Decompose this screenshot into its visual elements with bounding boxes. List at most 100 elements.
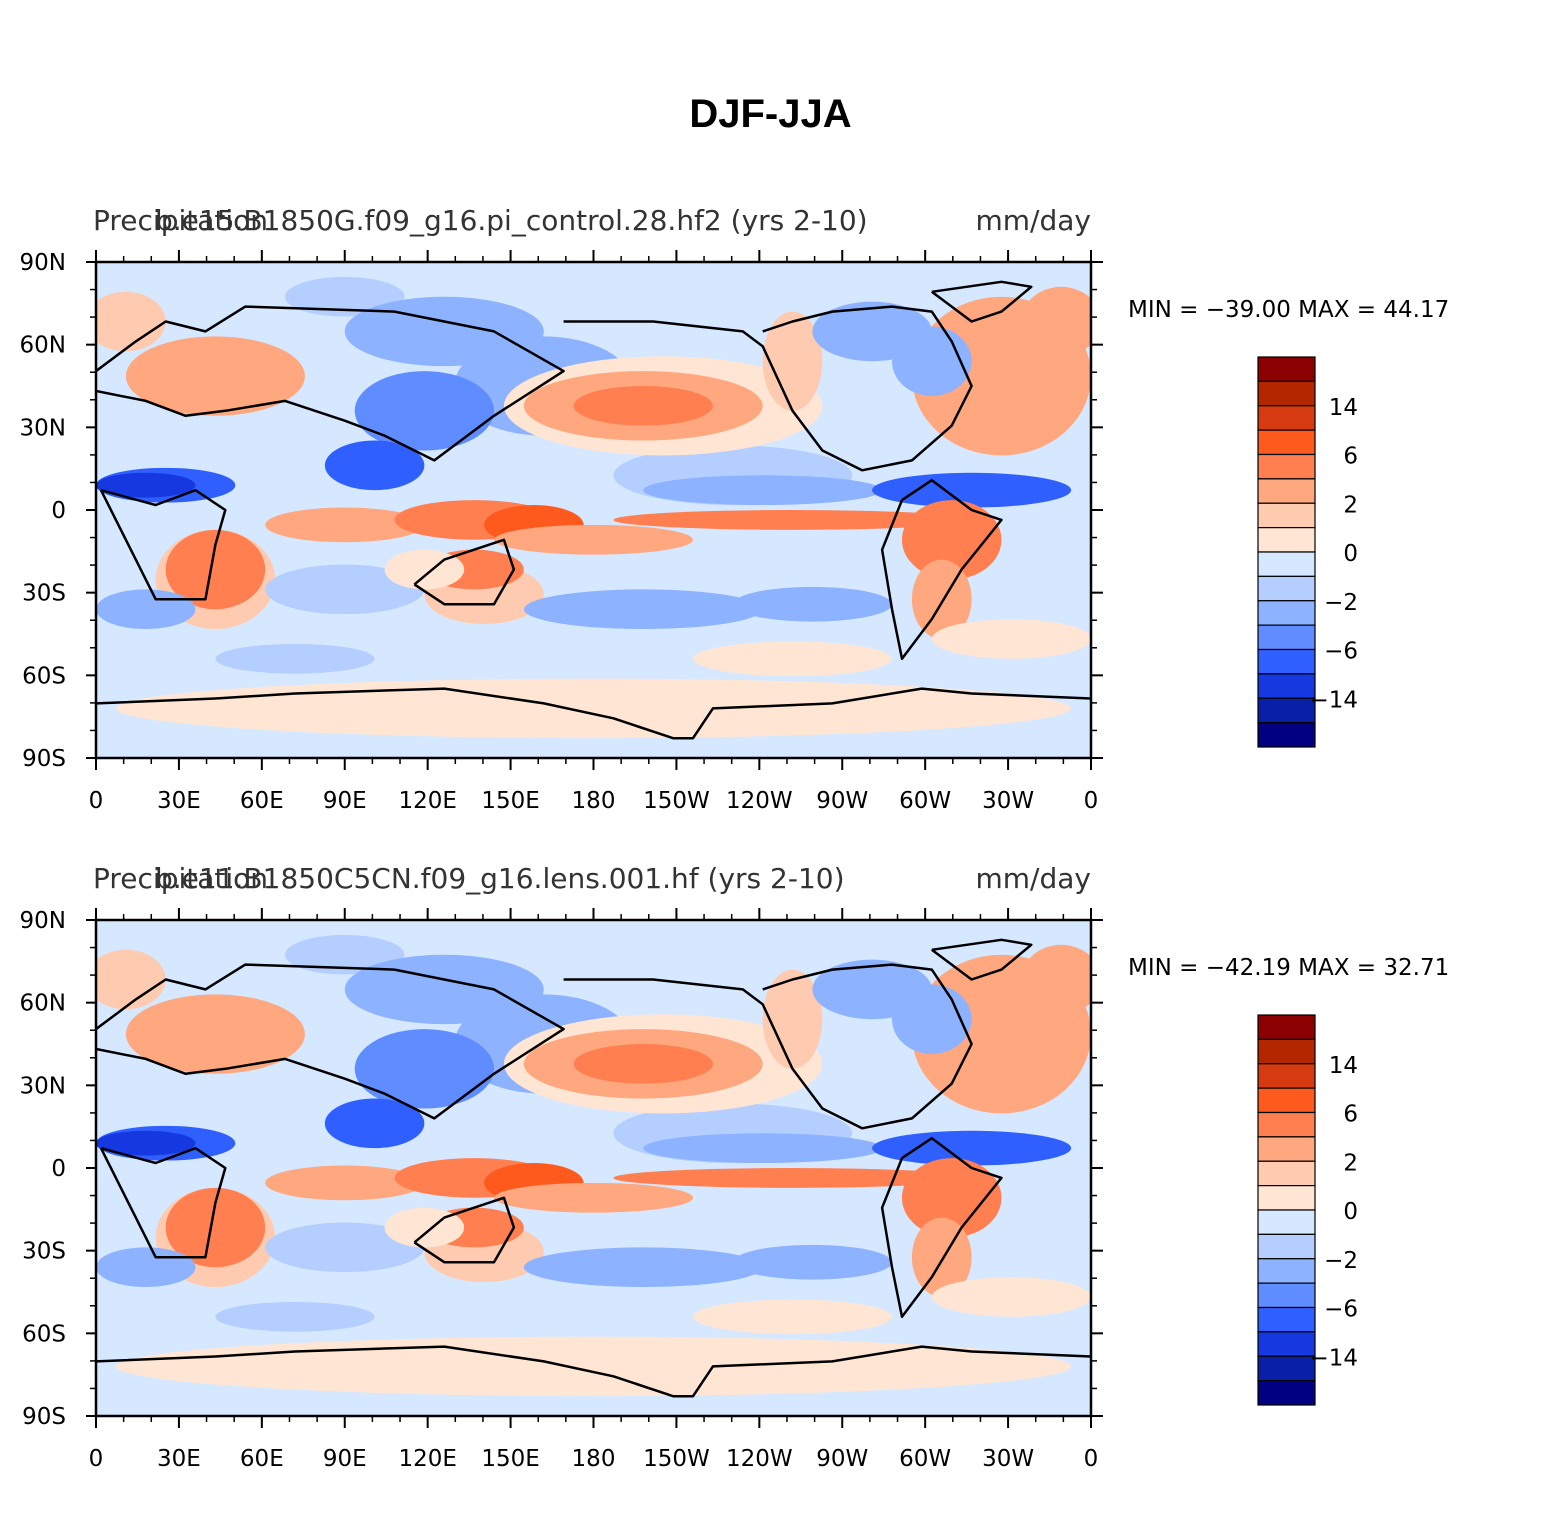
coastline [99,1146,227,1259]
lon-tick-label: 90W [816,788,868,810]
precip-contour [96,949,166,1010]
lon-tick-label: 30W [982,1446,1034,1468]
precip-contour [872,1130,1072,1166]
precip-contour [931,1277,1091,1317]
precip-contour [872,472,1072,508]
colorbar-swatch [1257,600,1316,626]
colorbar-label: −14 [1309,687,1358,713]
lon-tick-label: 60W [899,1446,951,1468]
precip-contour [285,934,405,975]
min-max-stats: MIN = −39.00 MAX = 44.17 [1128,297,1449,323]
case-title: b.e11.B1850C5CN.f09_g16.lens.001.hf (yrs… [155,862,845,895]
units-label: mm/day [976,862,1092,895]
colorbar-swatch [1257,405,1316,431]
lon-tick-label: 0 [89,1446,104,1468]
colorbar-swatch [1257,1331,1316,1357]
precip-contour [494,524,693,555]
precip-contour [215,643,375,674]
lat-tick-label: 90S [22,1404,66,1430]
precip-contour [613,1168,972,1188]
precip-contour [901,500,1002,580]
colorbar-swatch [1257,1014,1316,1040]
precip-contour [165,529,266,610]
lat-tick-label: 30N [20,1073,66,1099]
lat-tick-label: 30S [22,1239,66,1265]
precip-contour [573,386,713,426]
colorbar-swatch [1257,648,1316,675]
lat-tick-label: 90N [20,250,66,276]
colorbar-swatch [1257,624,1316,651]
precip-contour [324,440,425,491]
colorbar-swatch [1257,1258,1316,1284]
lon-tick-label: 30E [157,1446,201,1468]
lon-tick-label: 90E [323,1446,367,1468]
colorbar-swatch [1257,429,1316,456]
variable-label: Precipitation [93,204,268,237]
colorbar-swatch [1257,1209,1316,1235]
precip-contour [125,994,305,1074]
lon-tick-label: 180 [572,788,616,810]
colorbar-label: 2 [1343,492,1358,518]
precip-contour [494,1182,693,1213]
figure-title: DJF-JJA [689,92,852,136]
lat-tick-label: 60S [22,1321,66,1347]
colorbar-swatch [1257,380,1316,407]
lon-tick-label: 90E [323,788,367,810]
colorbar-swatch [1257,1233,1316,1260]
coastline [413,1196,516,1264]
precip-contour [96,472,196,498]
lat-tick-label: 60S [22,663,66,689]
precip-contour [732,586,893,622]
precip-contour [762,311,823,411]
lat-tick-label: 0 [51,498,66,524]
coastline [563,963,973,1130]
coastline [931,938,1033,981]
coastline [96,687,1091,740]
colorbar-swatch [1257,1063,1316,1089]
lon-tick-label: 180 [572,1446,616,1468]
colorbar-swatch [1257,1087,1316,1114]
lon-tick-label: 120E [398,1446,456,1468]
coastline [880,1136,1003,1319]
precip-contour [96,589,196,630]
colorbar-swatch [1257,697,1316,724]
min-max-stats: MIN = −42.19 MAX = 32.71 [1128,955,1449,981]
lon-tick-label: 0 [1084,788,1099,810]
colorbar-label: 14 [1329,395,1358,421]
colorbar-swatch [1257,551,1316,577]
colorbar-label: −2 [1324,590,1358,616]
coastline [99,488,227,601]
precip-contour [693,641,892,677]
map-panel-svg: Precipitationb.e15.B1850G.f09_g16.pi_con… [20,204,1450,810]
colorbar-swatch [1257,1185,1316,1211]
colorbar-swatch [1257,1111,1316,1138]
lat-tick-label: 60N [20,333,66,359]
precip-contour [285,276,405,317]
colorbar-swatch [1257,575,1316,602]
variable-label: Precipitation [93,862,268,895]
precip-contour [384,1207,465,1248]
precip-contour [523,1247,763,1288]
precip-contour [265,1165,425,1201]
colorbar-swatch [1257,1355,1316,1382]
lon-tick-label: 120W [726,788,793,810]
colorbar-label: −2 [1324,1248,1358,1274]
colorbar-swatch [1257,1136,1316,1162]
colorbar-label: −6 [1324,1297,1358,1323]
coastline [96,963,565,1120]
precip-contour [354,371,494,451]
precip-contour [384,549,465,590]
lat-tick-label: 60N [20,991,66,1017]
colorbar-label: 2 [1343,1150,1358,1176]
colorbar-swatch [1257,1038,1316,1065]
lon-tick-label: 150W [643,788,710,810]
colorbar-label: 14 [1329,1053,1358,1079]
units-label: mm/day [976,204,1092,237]
precip-contour [324,1098,425,1149]
colorbar-swatch [1257,1306,1316,1333]
precip-contour [523,589,763,630]
colorbar-swatch [1257,502,1316,529]
precip-contour [732,1244,893,1280]
colorbar-label: 0 [1343,541,1358,567]
precip-contour [115,1336,1072,1397]
